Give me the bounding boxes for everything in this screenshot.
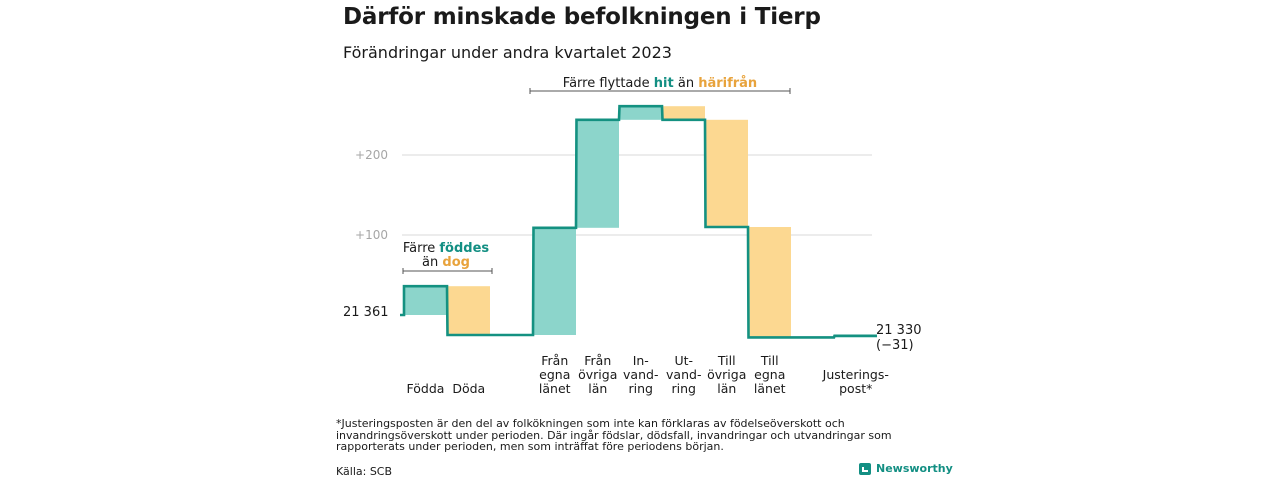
bar-0: [404, 286, 447, 315]
births-annotation-line2: än dog: [422, 255, 470, 270]
x-label-4-1: övriga: [578, 367, 617, 382]
brand-name: Newsworthy: [876, 462, 953, 475]
y-tick-label: +200: [355, 148, 388, 162]
x-label-4-0: Från: [584, 353, 611, 368]
x-labels-group: Födda DödaFrånegnalänetFrånövrigalänIn-va…: [407, 353, 889, 396]
chart-title: Därför minskade befolkningen i Tierp: [343, 4, 821, 30]
x-label-4-2: län: [588, 381, 607, 396]
chart-subtitle: Förändringar under andra kvartalet 2023: [343, 43, 672, 62]
newsworthy-logo-icon: [859, 462, 871, 475]
waterfall-chart: +100+200 Födda DödaFrånegnalänetFrånövrig…: [343, 76, 922, 396]
x-label-10-0: Justerings-: [822, 367, 889, 382]
x-label-8-1: egna: [754, 367, 785, 382]
bar-8: [748, 227, 791, 338]
x-label-5-1: vand-: [623, 367, 658, 382]
source-label: Källa: SCB: [336, 465, 393, 478]
x-label-5-2: ring: [629, 381, 653, 396]
deaths-prefix: än: [422, 255, 442, 270]
end-change-label: (−31): [876, 338, 914, 353]
bars-group: [404, 106, 877, 338]
start-value-label: 21 361: [343, 305, 389, 320]
bar-6: [662, 106, 705, 120]
x-label-7-1: övriga: [707, 367, 746, 382]
y-tick-label: +100: [355, 228, 388, 242]
births-annotation-line1: Färre föddes: [403, 241, 490, 256]
migration-annotation: Färre flyttade hit än härifrån: [529, 76, 791, 94]
x-label-3-1: egna: [539, 367, 570, 382]
x-label-10-1: post*: [839, 381, 872, 396]
deaths-highlight: dog: [442, 255, 470, 270]
x-label-1-0: Döda: [452, 381, 485, 396]
brand-logo: Newsworthy: [859, 462, 953, 475]
migration-hit: hit: [654, 76, 674, 91]
x-label-3-2: länet: [539, 381, 571, 396]
cumulative-step-line: [400, 104, 877, 339]
bar-7: [705, 119, 748, 227]
x-label-0-0: Födda: [407, 381, 445, 396]
bar-3: [533, 227, 576, 335]
migration-prefix: Färre flyttade: [563, 76, 654, 91]
step-line-group: [400, 104, 877, 339]
x-label-7-0: Till: [717, 353, 736, 368]
x-label-5-0: In-: [633, 353, 649, 368]
x-label-6-2: ring: [672, 381, 696, 396]
bar-4: [576, 119, 619, 228]
grid-lines: +100 +200: [355, 148, 872, 242]
births-highlight: föddes: [439, 241, 489, 256]
footnote: *Justeringsposten är den del av folkökni…: [336, 417, 892, 453]
bar-5: [619, 106, 662, 120]
x-label-6-1: vand-: [666, 367, 701, 382]
births-prefix: Färre: [403, 241, 440, 256]
x-label-8-0: Till: [760, 353, 779, 368]
births-annotation: Färre föddes än dog: [402, 241, 493, 274]
migration-middle: än: [674, 76, 698, 91]
x-label-6-0: Ut-: [674, 353, 693, 368]
migration-annotation-text: Färre flyttade hit än härifrån: [563, 76, 757, 91]
x-label-7-2: län: [717, 381, 736, 396]
end-value-label: 21 330: [876, 323, 922, 338]
x-label-3-0: Från: [541, 353, 568, 368]
migration-harifran: härifrån: [698, 76, 757, 91]
bar-1: [447, 286, 490, 335]
x-label-8-2: länet: [754, 381, 786, 396]
